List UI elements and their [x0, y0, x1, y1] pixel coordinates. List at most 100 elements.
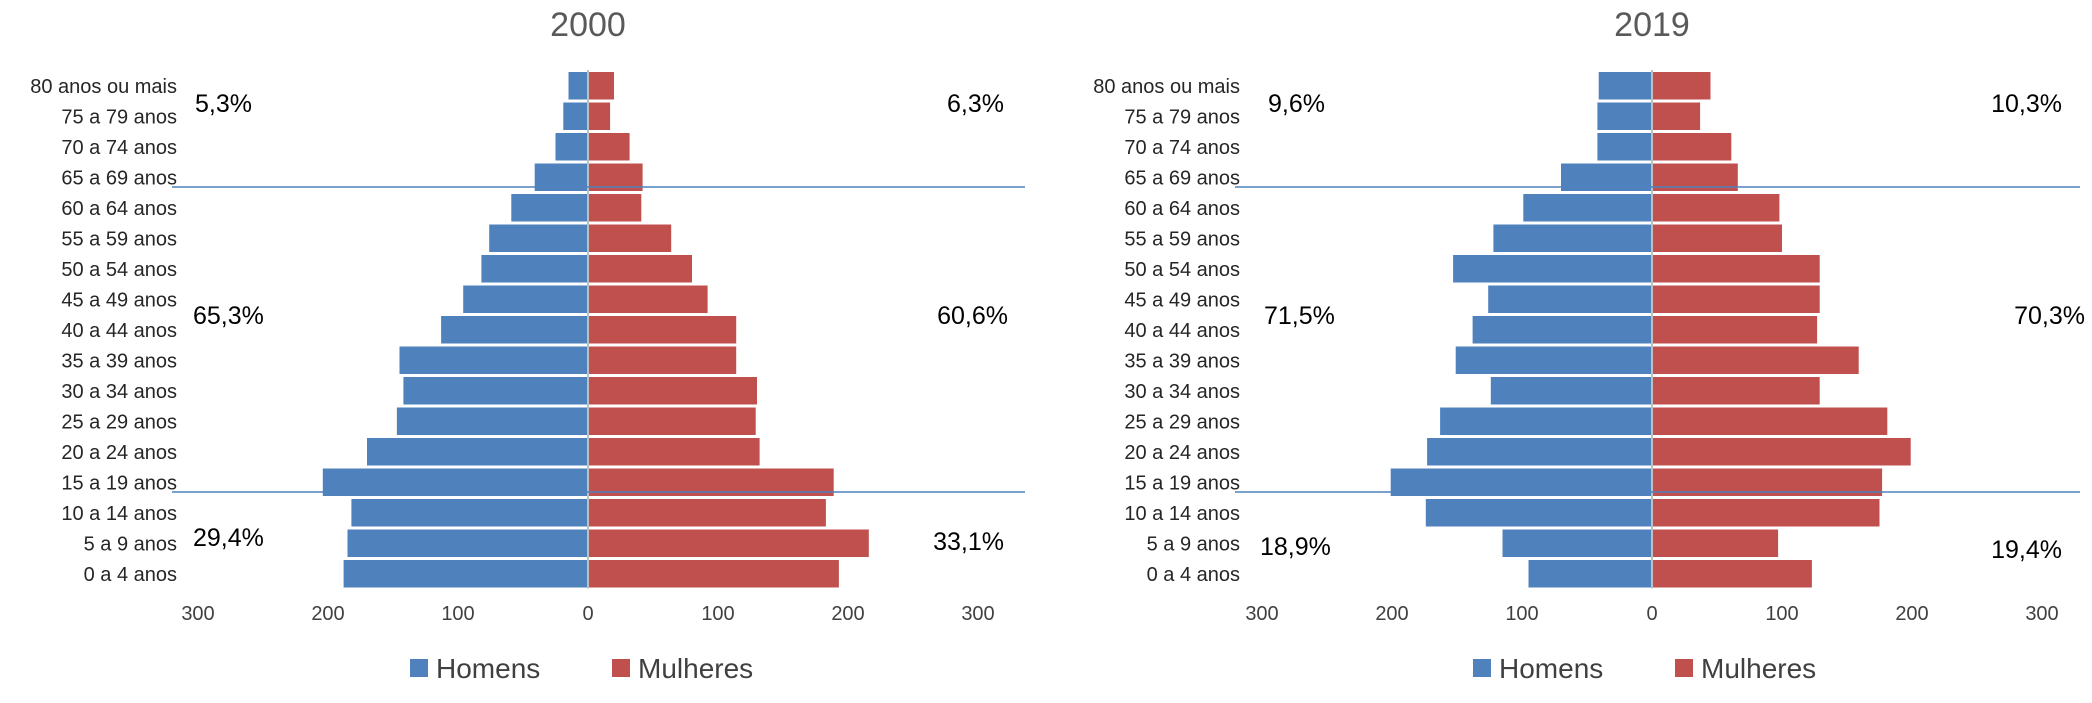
x-tick-label: 100: [441, 603, 474, 625]
bar-homens: [555, 133, 588, 161]
x-tick-label: 200: [831, 603, 864, 625]
bar-homens: [1472, 316, 1652, 344]
age-label: 40 a 44 anos: [61, 320, 177, 342]
age-label: 15 a 19 anos: [61, 472, 177, 494]
age-label: 75 a 79 anos: [1124, 106, 1240, 128]
legend-swatch-mulheres: [612, 659, 630, 677]
legend-swatch-homens: [410, 659, 428, 677]
bar-mulheres: [588, 102, 611, 130]
percent-annotation: 9,6%: [1268, 90, 1325, 118]
bar-homens: [403, 377, 588, 405]
bar-homens: [1453, 255, 1652, 283]
x-tick-label: 0: [582, 603, 593, 625]
chart-2019: 2019 80 anos ou mais 75 a 79 anos 70 a 74 a…: [1093, 6, 2085, 684]
age-label: 50 a 54 anos: [1124, 259, 1240, 281]
bar-mulheres: [588, 499, 826, 527]
legend-label: Mulheres: [638, 653, 753, 684]
bar-homens: [367, 438, 588, 466]
bar-homens: [396, 407, 588, 435]
age-label: 45 a 49 anos: [1124, 289, 1240, 311]
age-label: 25 a 29 anos: [61, 411, 177, 433]
bar-mulheres: [1652, 133, 1732, 161]
bar-mulheres: [1652, 346, 1859, 374]
x-tick-label: 300: [181, 603, 214, 625]
chart-title: 2000: [550, 6, 626, 44]
x-tick-label: 0: [1646, 603, 1657, 625]
bar-mulheres: [1652, 377, 1820, 405]
bar-homens: [563, 102, 588, 130]
bar-homens: [1488, 285, 1652, 313]
chart-title: 2019: [1614, 6, 1690, 44]
bar-homens: [351, 499, 588, 527]
bar-homens: [568, 72, 588, 100]
legend-label: Homens: [436, 653, 540, 684]
age-label: 0 a 4 anos: [84, 564, 177, 586]
age-label: 45 a 49 anos: [61, 289, 177, 311]
legend-swatch-mulheres: [1675, 659, 1693, 677]
age-label: 55 a 59 anos: [1124, 228, 1240, 250]
age-label: 35 a 39 anos: [1124, 350, 1240, 372]
age-label: 0 a 4 anos: [1147, 564, 1240, 586]
bar-mulheres: [588, 438, 760, 466]
age-label: 35 a 39 anos: [61, 350, 177, 372]
x-tick-label: 100: [1765, 603, 1798, 625]
bar-homens: [1490, 377, 1652, 405]
age-label: 80 anos ou mais: [30, 76, 177, 98]
x-tick-label: 100: [701, 603, 734, 625]
legend-label: Homens: [1499, 653, 1603, 684]
age-label: 65 a 69 anos: [61, 167, 177, 189]
age-label: 65 a 69 anos: [1124, 167, 1240, 189]
bar-homens: [1425, 499, 1652, 527]
bar-mulheres: [588, 560, 839, 588]
bar-mulheres: [588, 529, 869, 557]
bar-mulheres: [588, 194, 642, 222]
bar-mulheres: [588, 255, 692, 283]
bar-mulheres: [1652, 255, 1820, 283]
bar-homens: [489, 224, 588, 252]
bar-mulheres: [1652, 316, 1818, 344]
percent-annotation: 29,4%: [193, 524, 264, 552]
age-label: 60 a 64 anos: [1124, 198, 1240, 220]
percent-annotation: 60,6%: [937, 302, 1008, 330]
percent-annotation: 33,1%: [933, 528, 1004, 556]
bar-homens: [463, 285, 588, 313]
age-label: 30 a 34 anos: [61, 381, 177, 403]
percent-annotation: 5,3%: [195, 90, 252, 118]
bar-homens: [441, 316, 588, 344]
bar-homens: [1528, 560, 1652, 588]
bar-homens: [1598, 72, 1652, 100]
age-label: 5 a 9 anos: [1147, 533, 1240, 555]
bar-homens: [481, 255, 588, 283]
bar-homens: [343, 560, 588, 588]
age-label: 60 a 64 anos: [61, 198, 177, 220]
age-label: 15 a 19 anos: [1124, 472, 1240, 494]
bar-mulheres: [588, 285, 708, 313]
x-tick-label: 300: [1245, 603, 1278, 625]
bar-mulheres: [1652, 560, 1812, 588]
bar-homens: [399, 346, 588, 374]
percent-annotation: 65,3%: [193, 302, 264, 330]
age-label: 75 a 79 anos: [61, 106, 177, 128]
bar-homens: [1597, 133, 1652, 161]
percent-annotation: 70,3%: [2014, 302, 2085, 330]
bar-mulheres: [588, 407, 756, 435]
bar-mulheres: [1652, 285, 1820, 313]
percent-annotation: 10,3%: [1991, 90, 2062, 118]
age-label: 70 a 74 anos: [61, 137, 177, 159]
age-label: 30 a 34 anos: [1124, 381, 1240, 403]
age-label: 40 a 44 anos: [1124, 320, 1240, 342]
legend-label: Mulheres: [1701, 653, 1816, 684]
age-label: 25 a 29 anos: [1124, 411, 1240, 433]
age-label: 5 a 9 anos: [84, 533, 177, 555]
bar-mulheres: [1652, 529, 1779, 557]
percent-annotation: 71,5%: [1264, 302, 1335, 330]
bar-homens: [1523, 194, 1652, 222]
bar-mulheres: [1652, 499, 1880, 527]
bar-mulheres: [588, 72, 614, 100]
age-label: 55 a 59 anos: [61, 228, 177, 250]
x-tick-label: 200: [311, 603, 344, 625]
bar-mulheres: [588, 346, 737, 374]
bar-homens: [347, 529, 588, 557]
